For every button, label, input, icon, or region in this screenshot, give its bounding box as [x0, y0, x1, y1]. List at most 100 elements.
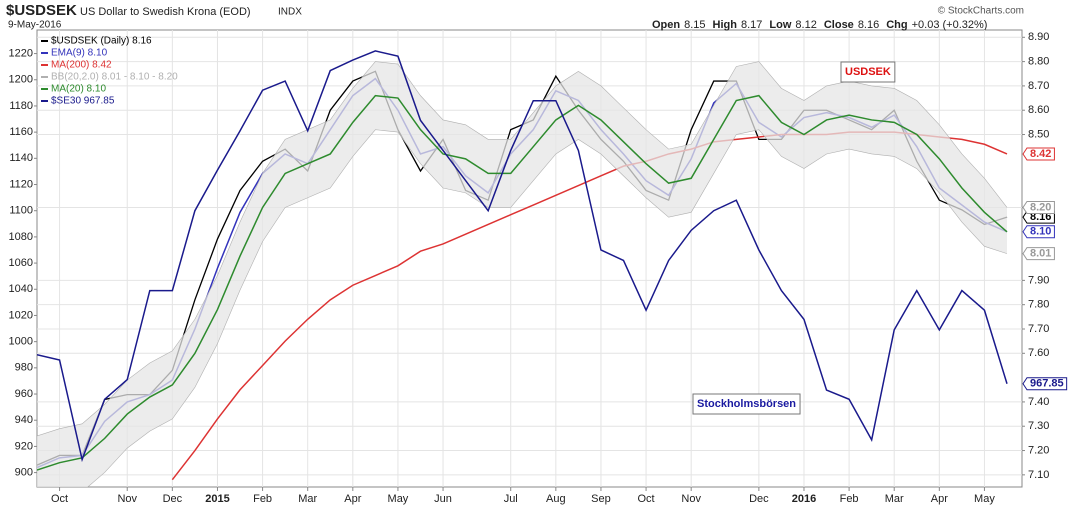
legend-label: EMA(9) 8.10 — [51, 48, 108, 59]
quote-label: Chg — [886, 19, 907, 31]
y-tick-label: 1120 — [9, 178, 33, 190]
annotation-text: Stockholmsbörsen — [697, 398, 796, 410]
last-value-text: 8.20 — [1030, 201, 1051, 213]
annotation-box — [840, 61, 896, 83]
quote-value: 8.12 — [795, 19, 816, 31]
y-tick-label: 1020 — [9, 309, 33, 321]
y2-tick-label: 7.10 — [1028, 469, 1049, 481]
quote-label: Open — [652, 19, 680, 31]
x-tick-label: Feb — [253, 493, 272, 505]
x-tick-label: Dec — [749, 493, 769, 505]
x-tick-label: Feb — [840, 493, 859, 505]
quote-label: Low — [769, 19, 791, 31]
y-tick-label: 1200 — [9, 74, 33, 86]
quote-label: Close — [824, 19, 854, 31]
last-value-tag: 8.20 — [1022, 200, 1055, 214]
y-tick-label: 1080 — [9, 231, 33, 243]
y2-tick-label: 8.80 — [1028, 56, 1049, 68]
bb-band — [37, 61, 1007, 487]
x-tick-label: Dec — [163, 493, 183, 505]
quote-label: High — [713, 19, 738, 31]
y2-tick-label: 7.90 — [1028, 274, 1049, 286]
x-tick-label: Nov — [117, 493, 137, 505]
x-tick-label: Aug — [546, 493, 566, 505]
annotation-text: USDSEK — [845, 66, 891, 78]
legend-label: MA(20) 8.10 — [51, 84, 106, 95]
x-tick-label: Oct — [51, 493, 68, 505]
last-value-text: 8.16 — [1030, 211, 1051, 223]
last-value-text: 8.10 — [1030, 226, 1051, 238]
y2-tick-label: 7.30 — [1028, 420, 1049, 432]
y-tick-label: 900 — [15, 467, 33, 479]
quote-value: +0.03 (+0.32%) — [912, 19, 988, 31]
y-tick-label: 960 — [15, 388, 33, 400]
last-value-tag: 967.85 — [1022, 377, 1068, 391]
exchange: INDX — [278, 7, 302, 18]
y-tick-label: 1000 — [9, 336, 33, 348]
y-tick-label: 940 — [15, 414, 33, 426]
y-tick-label: 920 — [15, 440, 33, 452]
last-value-box — [1022, 377, 1068, 391]
y2-tick-label: 7.80 — [1028, 299, 1049, 311]
last-value-box — [1022, 247, 1055, 261]
bb-lower — [87, 129, 1008, 487]
legend-label: BB(20,2.0) 8.01 - 8.10 - 8.20 — [51, 72, 178, 83]
last-value-tag: 8.10 — [1022, 225, 1055, 239]
y2-tick-label: 8.90 — [1028, 31, 1049, 43]
credit: © StockCharts.com — [938, 6, 1024, 17]
x-tick-label: May — [974, 493, 995, 505]
quote: Open 8.15 High 8.17 Low 8.12 Close 8.16 Chg +0.03… — [652, 19, 987, 31]
series-line — [37, 50, 1008, 463]
y2-tick-label: 7.40 — [1028, 396, 1049, 408]
x-tick-label: Jun — [434, 493, 452, 505]
last-value-text: 967.85 — [1030, 378, 1064, 390]
y2-tick-label: 7.20 — [1028, 444, 1049, 456]
y2-tick-label: 7.70 — [1028, 323, 1049, 335]
y-tick-label: 1140 — [9, 152, 33, 164]
quote-value: 8.16 — [858, 19, 879, 31]
chart-title: US Dollar to Swedish Krona (EOD) — [80, 6, 251, 18]
last-value-text: 8.01 — [1030, 248, 1051, 260]
y-tick-label: 1160 — [9, 126, 33, 138]
date: 9-May-2016 — [8, 20, 62, 31]
legend-label: $USDSEK (Daily) 8.16 — [51, 36, 152, 47]
marks — [37, 50, 1008, 487]
x-tick-label: Nov — [681, 493, 701, 505]
x-tick-label: Apr — [344, 493, 361, 505]
quote-value: 8.17 — [741, 19, 762, 31]
y2-tick-label: 8.50 — [1028, 128, 1049, 140]
x-tick-label: May — [388, 493, 409, 505]
y2-tick-label: 8.70 — [1028, 80, 1049, 92]
last-value-box — [1022, 200, 1055, 214]
x-tick-label: Oct — [638, 493, 655, 505]
x-tick-label: Mar — [298, 493, 317, 505]
last-value-box — [1022, 147, 1055, 161]
quote-value: 8.15 — [684, 19, 705, 31]
annotation-box — [692, 393, 801, 415]
y-tick-label: 1060 — [9, 257, 33, 269]
x-tick-label: Jul — [504, 493, 518, 505]
y-tick-label: 980 — [15, 362, 33, 374]
last-value-box — [1022, 225, 1055, 239]
y-tick-label: 1180 — [9, 100, 33, 112]
y2-tick-label: 7.60 — [1028, 347, 1049, 359]
y-tick-label: 1100 — [9, 205, 33, 217]
x-tick-label: 2016 — [792, 493, 816, 505]
y-tick-label: 1220 — [9, 47, 33, 59]
legend-label: MA(200) 8.42 — [51, 60, 112, 71]
y2-tick-label: 8.60 — [1028, 104, 1049, 116]
x-tick-label: Apr — [931, 493, 948, 505]
x-tick-label: 2015 — [205, 493, 229, 505]
symbol: $USDSEK — [6, 2, 77, 19]
x-tick-label: Sep — [591, 493, 611, 505]
last-value-tag: 8.42 — [1022, 147, 1055, 161]
series-line — [37, 94, 1008, 471]
last-value-tag: 8.01 — [1022, 247, 1055, 261]
grid — [37, 30, 1022, 487]
y-tick-label: 1040 — [9, 283, 33, 295]
last-value-text: 8.42 — [1030, 148, 1051, 160]
x-tick-label: Mar — [885, 493, 904, 505]
